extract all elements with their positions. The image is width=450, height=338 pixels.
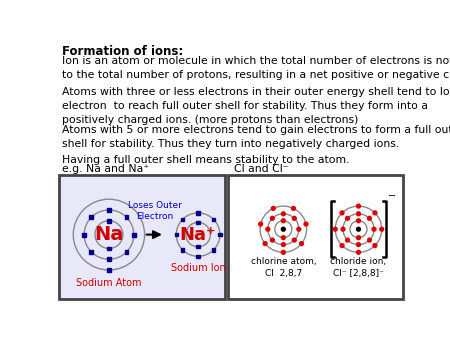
Bar (82, 233, 86, 237)
Circle shape (368, 216, 371, 220)
Circle shape (259, 222, 263, 226)
Bar (196, 221, 200, 224)
Circle shape (281, 236, 285, 240)
Text: Formation of ions:: Formation of ions: (63, 45, 184, 58)
Text: Cl and Cl⁻: Cl and Cl⁻ (234, 164, 289, 174)
Circle shape (292, 216, 296, 220)
Text: chlorine atom,
Cl  2,8,7: chlorine atom, Cl 2,8,7 (251, 257, 316, 278)
Text: Atoms with three or less electrons in their outer energy shell tend to lose
elec: Atoms with three or less electrons in th… (63, 87, 450, 125)
Bar (107, 246, 111, 250)
Circle shape (356, 212, 360, 216)
Circle shape (263, 242, 267, 245)
Circle shape (373, 211, 377, 215)
Circle shape (356, 227, 360, 231)
Circle shape (380, 227, 384, 231)
FancyBboxPatch shape (228, 174, 403, 298)
Text: Na: Na (94, 225, 124, 244)
Circle shape (266, 227, 270, 231)
Bar (175, 233, 178, 236)
Circle shape (297, 227, 301, 231)
Circle shape (340, 211, 344, 215)
Circle shape (281, 219, 285, 223)
FancyBboxPatch shape (58, 174, 225, 298)
Bar (196, 255, 200, 258)
Bar (218, 233, 221, 236)
Bar (107, 208, 111, 212)
Bar (107, 219, 111, 223)
Circle shape (292, 207, 295, 210)
Bar (90, 250, 93, 254)
Circle shape (356, 236, 360, 240)
Circle shape (340, 244, 344, 247)
Bar (181, 218, 184, 221)
Circle shape (356, 243, 360, 246)
Text: Loses Outer
Electron: Loses Outer Electron (128, 201, 182, 221)
Text: Sodium Atom: Sodium Atom (76, 278, 142, 288)
Circle shape (356, 250, 360, 254)
Bar (196, 245, 200, 248)
Text: e.g. Na and Na⁺: e.g. Na and Na⁺ (63, 164, 149, 174)
Circle shape (368, 238, 371, 242)
Circle shape (271, 207, 275, 210)
Circle shape (346, 238, 350, 242)
Circle shape (372, 227, 376, 231)
Circle shape (292, 238, 296, 242)
Bar (196, 211, 200, 215)
Circle shape (281, 212, 285, 216)
Circle shape (300, 242, 303, 245)
Circle shape (270, 238, 274, 242)
Circle shape (333, 227, 337, 231)
Circle shape (356, 219, 360, 223)
Bar (90, 215, 93, 219)
Bar (107, 268, 111, 272)
Bar (125, 250, 128, 254)
Circle shape (356, 204, 360, 208)
Circle shape (281, 243, 285, 246)
Text: chloride ion,
Cl⁻ [2,8,8]⁻: chloride ion, Cl⁻ [2,8,8]⁻ (330, 257, 387, 278)
Circle shape (304, 222, 308, 226)
Bar (181, 248, 184, 251)
Text: Sodium Ion: Sodium Ion (171, 263, 225, 273)
Text: −: − (388, 191, 396, 201)
Text: Ion is an atom or molecule in which the total number of electrons is not equal
t: Ion is an atom or molecule in which the … (63, 56, 450, 80)
Bar (212, 218, 215, 221)
Circle shape (281, 227, 285, 231)
Circle shape (341, 227, 345, 231)
Text: Na⁺: Na⁺ (180, 225, 216, 244)
Text: Atoms with 5 or more electrons tend to gain electrons to form a full outer
shell: Atoms with 5 or more electrons tend to g… (63, 125, 450, 149)
Bar (212, 248, 215, 251)
Bar (125, 215, 128, 219)
Circle shape (346, 216, 350, 220)
Text: Having a full outer shell means stability to the atom.: Having a full outer shell means stabilit… (63, 154, 350, 165)
Bar (132, 233, 136, 237)
Bar (107, 257, 111, 261)
Circle shape (281, 250, 285, 254)
Circle shape (270, 216, 274, 220)
Circle shape (373, 244, 377, 247)
